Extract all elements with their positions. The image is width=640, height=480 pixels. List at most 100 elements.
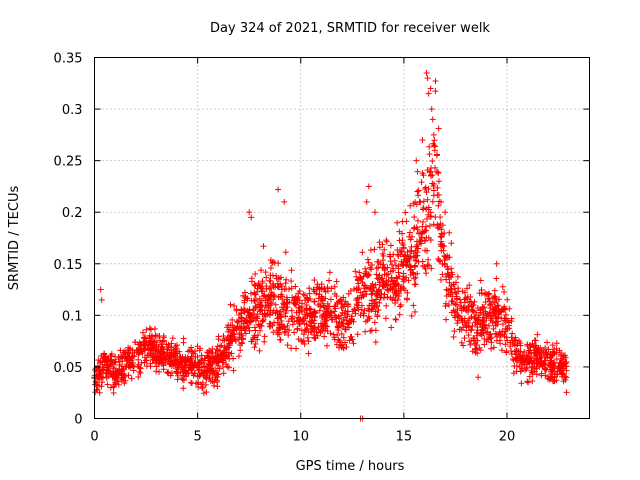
data-point xyxy=(437,233,444,240)
data-point xyxy=(319,321,326,328)
data-point xyxy=(231,336,238,343)
data-point xyxy=(447,285,454,292)
data-point xyxy=(344,321,351,328)
data-point xyxy=(263,286,270,293)
data-point xyxy=(270,329,277,336)
data-point xyxy=(483,329,490,336)
data-point xyxy=(375,276,382,283)
data-point xyxy=(346,337,353,344)
data-point xyxy=(197,359,204,366)
data-point xyxy=(198,369,205,376)
data-point xyxy=(194,353,201,360)
data-point xyxy=(369,305,376,312)
data-point xyxy=(472,346,479,353)
data-point xyxy=(508,351,515,358)
data-point xyxy=(430,183,437,190)
data-point xyxy=(191,359,198,366)
data-point xyxy=(125,344,132,351)
data-point xyxy=(421,228,428,235)
data-point xyxy=(509,355,516,362)
data-point xyxy=(182,362,189,369)
data-point xyxy=(485,322,492,329)
data-point xyxy=(477,330,484,337)
data-point xyxy=(214,371,221,378)
data-point xyxy=(445,266,452,273)
data-point xyxy=(251,344,258,351)
x-tick-label: 0 xyxy=(90,430,98,445)
y-axis-label: SRMTID / TECUs xyxy=(7,186,22,291)
data-point xyxy=(94,373,101,380)
data-point xyxy=(461,319,468,326)
data-point xyxy=(229,316,236,323)
data-point xyxy=(318,297,325,304)
data-point xyxy=(111,381,118,388)
data-point xyxy=(550,351,557,358)
data-point xyxy=(464,285,471,292)
data-point xyxy=(271,259,278,266)
data-point xyxy=(426,143,433,150)
x-tick-label: 10 xyxy=(292,430,309,445)
data-point xyxy=(382,315,389,322)
data-point xyxy=(422,247,429,254)
data-point xyxy=(324,328,331,335)
data-point xyxy=(212,374,219,381)
data-point xyxy=(277,308,284,315)
data-point xyxy=(198,352,205,359)
data-point xyxy=(280,323,287,330)
data-point xyxy=(473,309,480,316)
data-point xyxy=(206,375,213,382)
data-point xyxy=(251,291,258,298)
data-point xyxy=(234,319,241,326)
data-point xyxy=(443,316,450,323)
data-point xyxy=(454,320,461,327)
data-point xyxy=(466,282,473,289)
data-point xyxy=(450,281,457,288)
data-point xyxy=(300,317,307,324)
data-point xyxy=(288,345,295,352)
data-point xyxy=(387,258,394,265)
data-point xyxy=(376,239,383,246)
data-point xyxy=(242,330,249,337)
data-point xyxy=(423,270,430,277)
data-point xyxy=(395,269,402,276)
data-point xyxy=(347,287,354,294)
data-point xyxy=(252,282,259,289)
data-point xyxy=(441,261,448,268)
data-point xyxy=(520,358,527,365)
data-point xyxy=(110,389,117,396)
data-point xyxy=(351,286,358,293)
data-point xyxy=(261,310,268,317)
data-point xyxy=(542,372,549,379)
data-point xyxy=(242,289,249,296)
data-point xyxy=(374,313,381,320)
data-point xyxy=(399,218,406,225)
data-point xyxy=(97,369,104,376)
data-point xyxy=(208,350,215,357)
y-tick-label: 0.3 xyxy=(62,103,83,118)
data-point xyxy=(549,351,556,358)
data-point xyxy=(340,294,347,301)
data-point xyxy=(275,294,282,301)
data-point xyxy=(201,355,208,362)
data-point xyxy=(251,334,258,341)
data-point xyxy=(477,347,484,354)
data-point xyxy=(384,294,391,301)
data-point xyxy=(393,291,400,298)
data-point xyxy=(413,243,420,250)
data-point xyxy=(349,336,356,343)
data-point xyxy=(392,290,399,297)
data-point xyxy=(326,269,333,276)
data-point xyxy=(460,305,467,312)
data-point xyxy=(451,328,458,335)
data-point xyxy=(545,346,552,353)
data-point xyxy=(218,356,225,363)
data-point xyxy=(395,293,402,300)
x-tick-label: 15 xyxy=(396,430,413,445)
data-point xyxy=(146,332,153,339)
data-point xyxy=(467,341,474,348)
data-point xyxy=(408,312,415,319)
data-point xyxy=(544,339,551,346)
data-point xyxy=(288,307,295,314)
data-point xyxy=(365,313,372,320)
data-point xyxy=(162,356,169,363)
